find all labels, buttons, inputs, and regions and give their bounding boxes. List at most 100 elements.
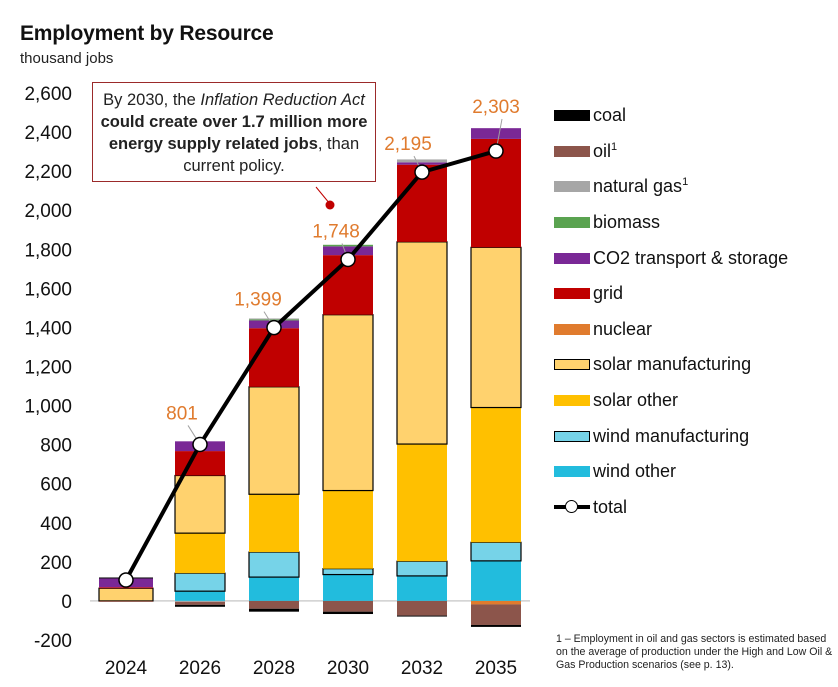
legend-item-biomass: biomass xyxy=(554,205,788,241)
legend-label: total xyxy=(593,496,628,517)
legend-label: oil1 xyxy=(593,140,618,161)
y-tick-label: 0 xyxy=(61,592,72,613)
legend-item-total: total xyxy=(554,490,788,526)
total-value-label: 1,748 xyxy=(312,221,360,242)
legend-item-grid: grid xyxy=(554,276,788,312)
total-value-label: 801 xyxy=(166,403,198,424)
bar-segment-solar-manufacturing xyxy=(396,241,448,445)
y-tick-label: -200 xyxy=(34,631,72,652)
bar-segment-wind-other xyxy=(175,591,225,601)
legend-item-solar-manufacturing: solar manufacturing xyxy=(554,347,788,383)
y-axis: -200 0 200 400 600 800 1,000 1,200 1,400 1,600 1,8… xyxy=(24,84,72,652)
legend-total-marker xyxy=(554,500,590,514)
bar-segment-wind-manufacturing xyxy=(322,568,374,576)
bar-segment-solar-other xyxy=(249,494,299,553)
y-tick-label: 1,000 xyxy=(24,397,72,418)
bar-segment-wind-manufacturing xyxy=(396,560,448,577)
bar-segment-oil xyxy=(323,600,373,612)
y-tick-label: 1,200 xyxy=(24,358,72,379)
bar-segment-natural-gas xyxy=(249,318,299,320)
total-labels: 801 1,399 1,748 2,195 2,303 xyxy=(166,97,520,424)
y-tick-label: 600 xyxy=(40,475,72,496)
legend-swatch xyxy=(554,181,590,193)
x-tick-label: 2032 xyxy=(401,658,443,679)
bar-stack-2028 xyxy=(248,318,300,612)
x-axis: 2024 2026 2028 2030 2032 2035 xyxy=(105,658,517,679)
y-tick-label: 800 xyxy=(40,436,72,457)
x-tick-label: 2028 xyxy=(253,658,295,679)
bar-segment-co2-transport-storage xyxy=(397,162,447,165)
legend-label: nuclear xyxy=(593,318,653,339)
y-tick-label: 200 xyxy=(40,553,72,574)
bar-segment-co2-transport-storage xyxy=(471,128,521,139)
total-value-label: 2,303 xyxy=(472,97,520,118)
legend-swatch xyxy=(554,430,590,442)
bar-segment-solar-manufacturing xyxy=(98,587,154,602)
total-point xyxy=(414,164,430,180)
legend-swatch xyxy=(554,395,590,407)
legend: coal oil1 natural gas1 biomass CO2 transport… xyxy=(554,98,788,525)
legend-item-natural-gas: natural gas1 xyxy=(554,169,788,205)
legend-swatch xyxy=(554,145,590,157)
x-tick-label: 2030 xyxy=(327,658,369,679)
total-point xyxy=(118,572,134,588)
legend-item-co2-transport-storage: CO2 transport & storage xyxy=(554,240,788,276)
bar-segment-wind-manufacturing xyxy=(248,551,300,578)
bar-segment-oil xyxy=(99,600,153,602)
x-tick-label: 2035 xyxy=(475,658,517,679)
y-tick-label: 2,400 xyxy=(24,123,72,144)
total-value-label: 1,399 xyxy=(234,290,282,311)
callout-text-italic: Inflation Reduction Act xyxy=(200,91,365,109)
legend-label: coal xyxy=(593,105,627,126)
bar-segment-solar-manufacturing xyxy=(470,246,522,409)
bar-segment-coal xyxy=(471,624,521,627)
bar-segment-solar-other xyxy=(397,444,447,562)
bar-segment-wind-other xyxy=(249,577,299,601)
legend-swatch xyxy=(554,252,590,264)
legend-item-oil: oil1 xyxy=(554,134,788,170)
bar-segment-wind-manufacturing xyxy=(174,572,226,592)
chart-subtitle: thousand jobs xyxy=(20,50,114,67)
y-tick-label: 400 xyxy=(40,514,72,535)
bar-segment-coal xyxy=(175,604,225,607)
legend-label: solar manufacturing xyxy=(593,354,752,375)
bar-segment-oil xyxy=(249,600,299,609)
bar-segment-coal xyxy=(323,611,373,615)
total-line xyxy=(124,149,497,581)
bar-segment-wind-other xyxy=(397,575,447,601)
bar-segment-solar-other xyxy=(175,533,225,574)
bar-segment-oil xyxy=(471,604,521,625)
legend-label: solar other xyxy=(593,390,679,411)
bar-stack-2030 xyxy=(322,244,374,615)
bar-segment-oil xyxy=(175,601,225,605)
bar-segment-wind-other xyxy=(323,574,373,601)
y-tick-label: 2,200 xyxy=(24,162,72,183)
legend-item-nuclear: nuclear xyxy=(554,312,788,348)
bar-segment-natural-gas xyxy=(397,159,447,163)
bar-stack-2026 xyxy=(174,441,226,607)
total-point xyxy=(266,319,282,336)
legend-label: wind manufacturing xyxy=(593,425,750,446)
legend-swatch xyxy=(554,110,590,122)
x-tick-label: 2024 xyxy=(105,658,148,679)
legend-item-wind-other: wind other xyxy=(554,454,788,490)
legend-item-coal: coal xyxy=(554,98,788,134)
bars xyxy=(98,128,522,627)
callout-text-4: , than current policy. xyxy=(183,135,360,175)
bar-segment-co2-transport-storage xyxy=(323,246,373,256)
callout-text-1: By 2030, the xyxy=(103,91,201,109)
total-point xyxy=(340,251,356,268)
bar-segment-biomass xyxy=(323,244,373,247)
footnote: 1 – Employment in oil and gas sectors is… xyxy=(556,633,833,671)
bar-segment-solar-manufacturing xyxy=(248,386,300,495)
y-tick-label: 2,600 xyxy=(24,84,72,105)
legend-swatch xyxy=(554,359,590,371)
bar-segment-coal xyxy=(249,608,299,612)
legend-swatch xyxy=(554,288,590,300)
legend-label: wind other xyxy=(593,461,677,482)
legend-label: grid xyxy=(593,283,624,304)
total-point xyxy=(488,143,504,159)
legend-label: natural gas1 xyxy=(593,176,689,197)
legend-swatch xyxy=(554,217,590,229)
